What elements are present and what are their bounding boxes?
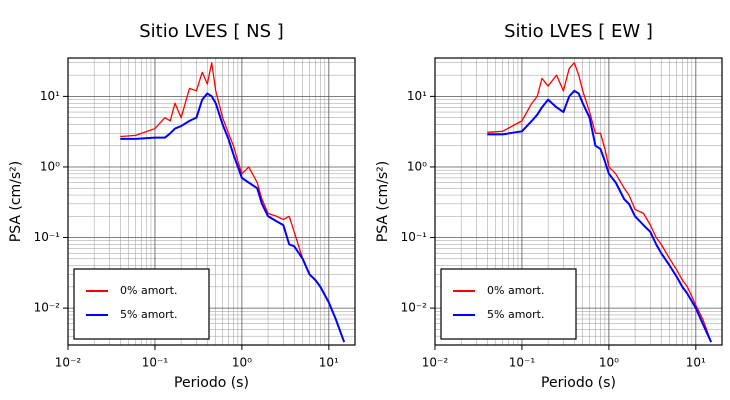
x-tick-label: 10⁰ — [232, 356, 252, 370]
y-tick-label: 10⁰ — [40, 159, 60, 173]
legend-box — [440, 268, 577, 340]
y-tick-label: 10⁻² — [401, 301, 428, 315]
y-axis-label: PSA (cm/s²) — [8, 161, 24, 243]
legend-label: 5% amort. — [120, 308, 177, 321]
x-tick-label: 10⁻² — [422, 356, 449, 370]
legend-label: 0% amort. — [120, 284, 177, 297]
x-tick-label: 10⁻¹ — [142, 356, 169, 370]
y-tick-label: 10¹ — [40, 89, 60, 103]
y-axis-label: PSA (cm/s²) — [375, 161, 391, 243]
y-tick-label: 10⁻¹ — [34, 230, 61, 244]
legend-box — [73, 268, 210, 340]
y-tick-label: 10⁰ — [407, 159, 427, 173]
legend-label: 5% amort. — [487, 308, 544, 321]
y-tick-label: 10¹ — [407, 89, 427, 103]
legend: 0% amort. 5% amort. — [73, 268, 210, 340]
legend-label: 0% amort. — [487, 284, 544, 297]
plot-frame — [67, 57, 356, 346]
x-tick-label: 10⁰ — [599, 356, 619, 370]
y-tick-label: 10⁻² — [34, 301, 61, 315]
x-tick-label: 10⁻² — [55, 356, 82, 370]
data-line — [120, 92, 346, 343]
data-line — [487, 62, 712, 343]
y-tick-label: 10⁻¹ — [401, 230, 428, 244]
chart-title: Sitio LVES [ NS ] — [139, 21, 283, 42]
x-tick-label: 10¹ — [686, 356, 706, 370]
data-line — [487, 89, 713, 343]
x-axis-label: Periodo (s) — [174, 375, 249, 391]
chart-title: Sitio LVES [ EW ] — [504, 21, 653, 42]
plot-frame — [434, 57, 723, 346]
x-axis-label: Periodo (s) — [541, 375, 616, 391]
x-tick-label: 10¹ — [319, 356, 339, 370]
x-tick-label: 10⁻¹ — [509, 356, 536, 370]
legend: 0% amort. 5% amort. — [440, 268, 577, 340]
